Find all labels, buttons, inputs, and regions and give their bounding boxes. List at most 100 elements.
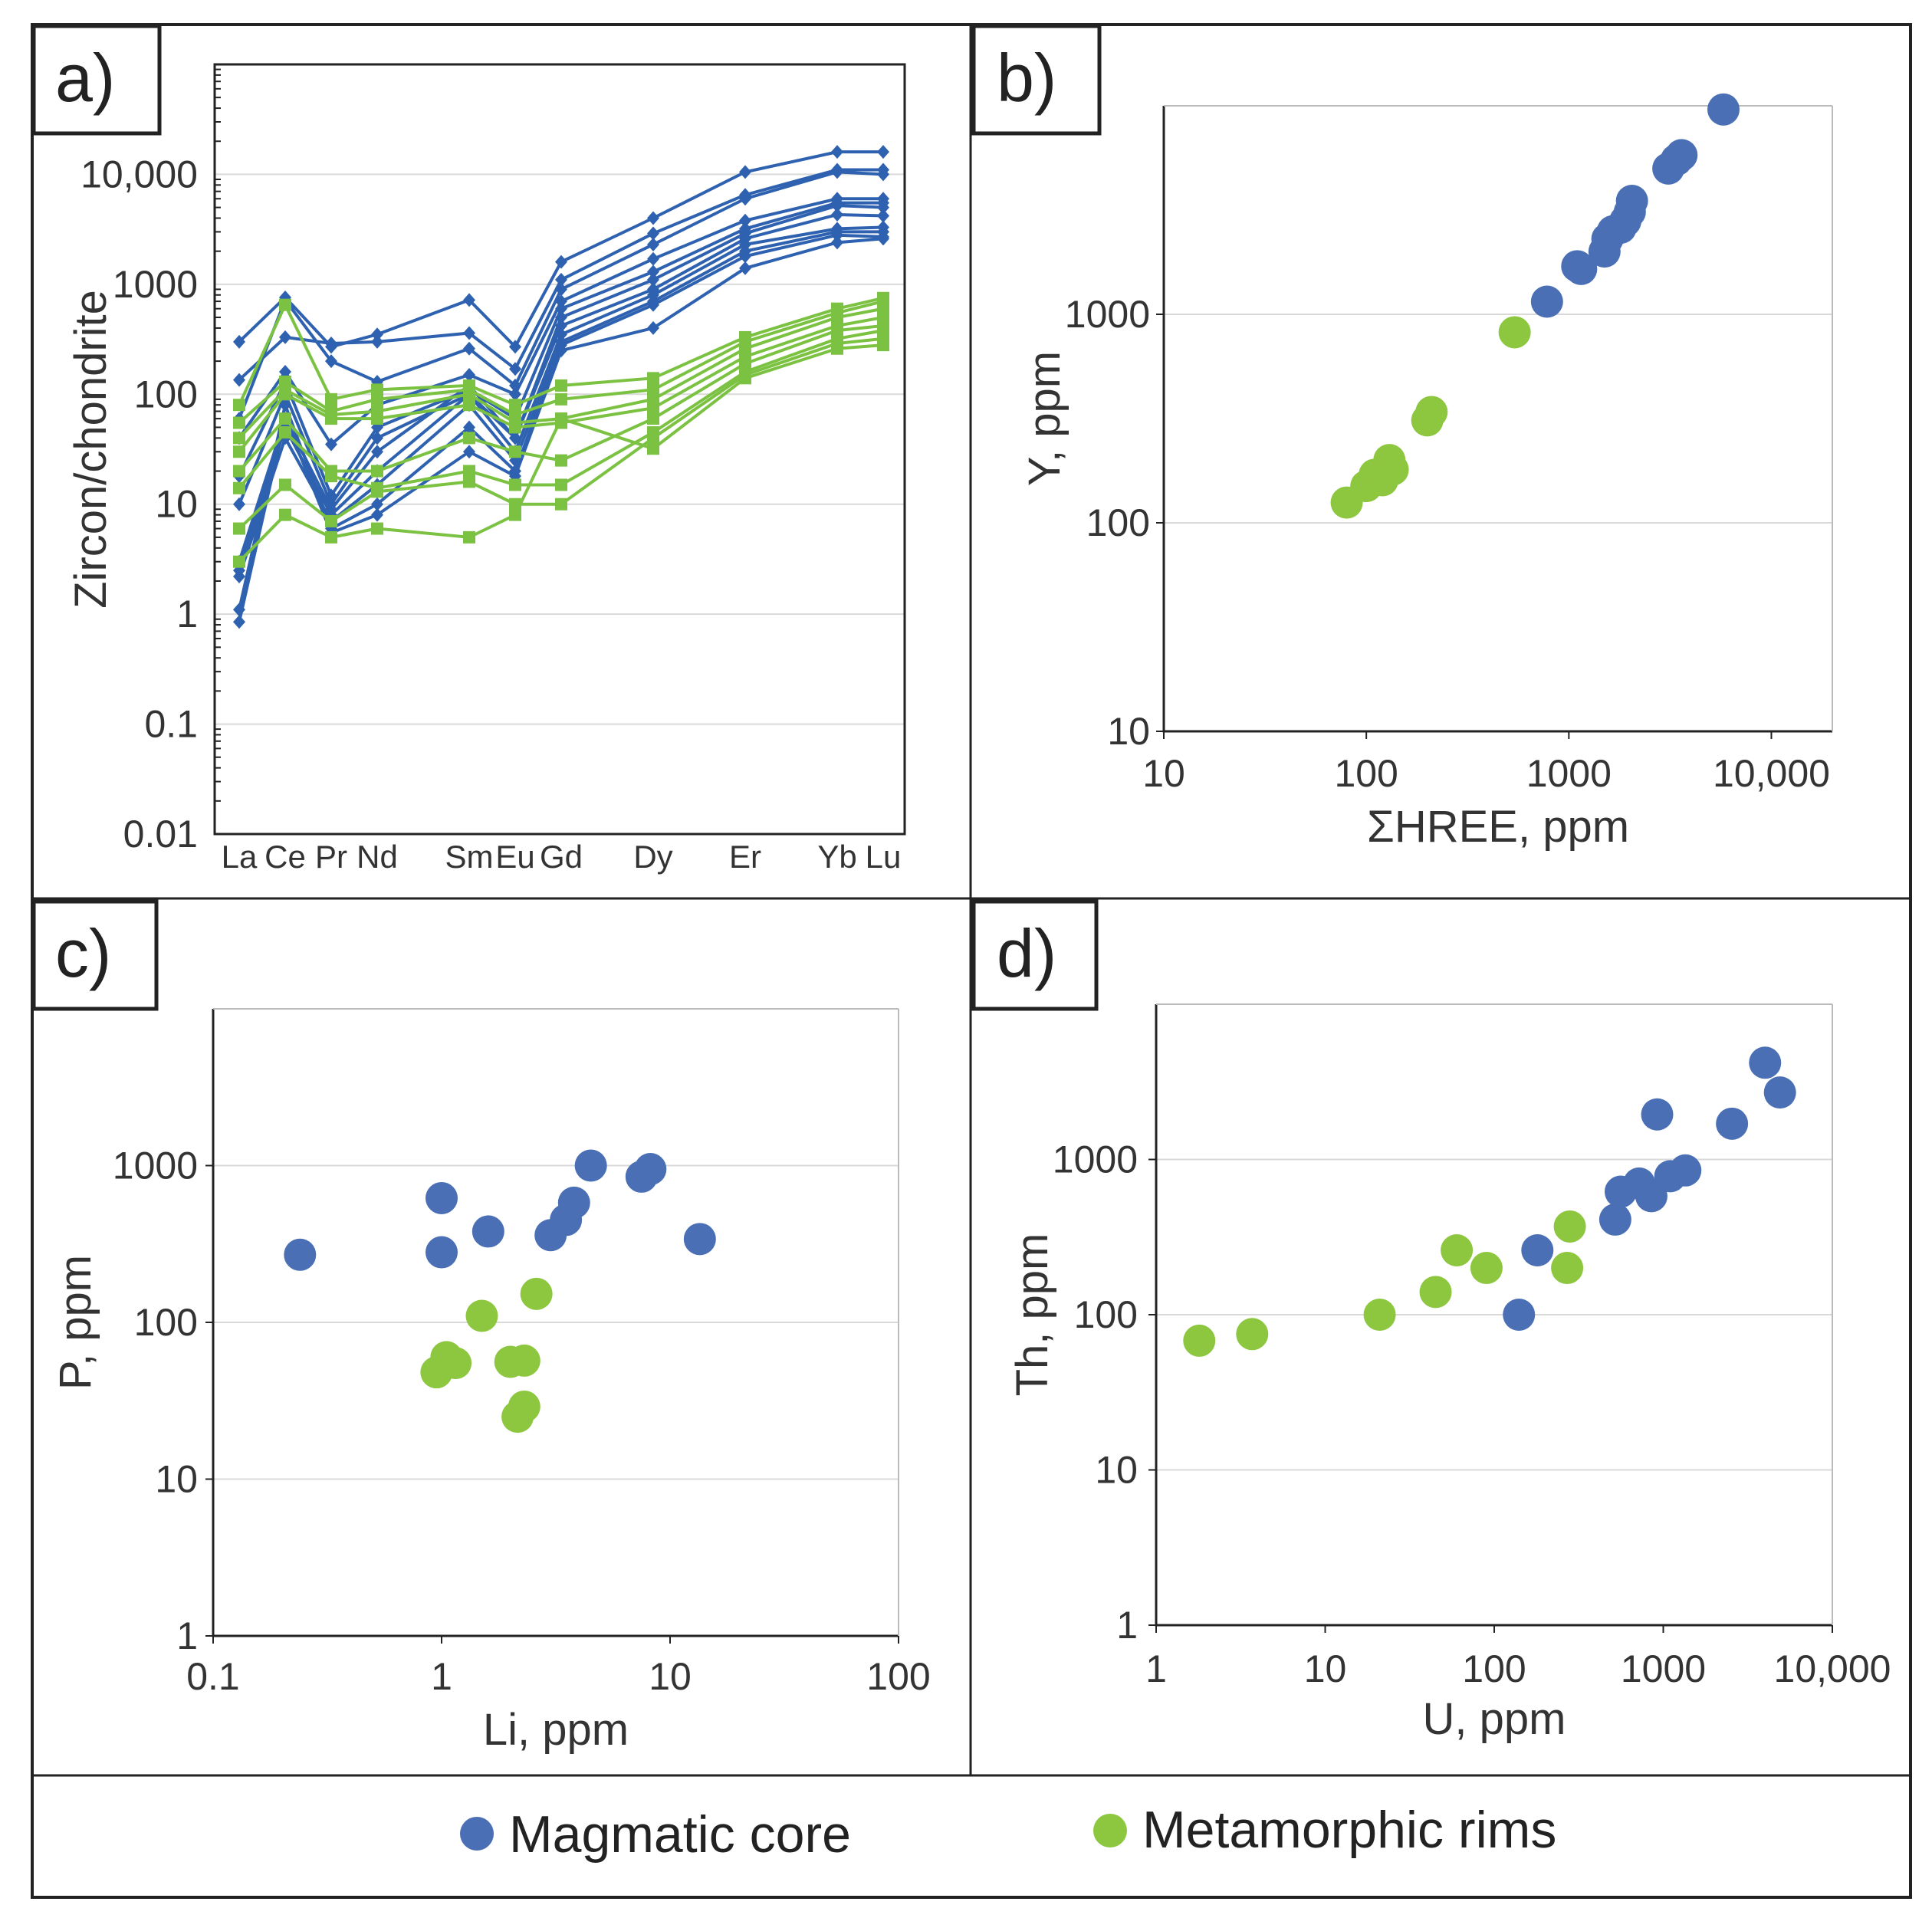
panel-d-point-metamorphic: [1441, 1233, 1474, 1266]
panel-a-point-metamorphic: [463, 388, 475, 401]
panel-c-point-metamorphic: [439, 1347, 472, 1380]
panel-a-point-metamorphic: [325, 514, 337, 527]
panel-c-ytick-label: 1000: [113, 1145, 198, 1187]
panel-d-point-magmatic: [1598, 1203, 1631, 1236]
panel-a-point-metamorphic: [509, 421, 521, 434]
panel-a-point-magmatic: [647, 237, 659, 251]
panel-b-xlabel: ΣHREE, ppm: [1367, 802, 1629, 852]
panel-d-point-magmatic: [1503, 1299, 1536, 1331]
panel-a-point-magmatic: [555, 310, 567, 325]
panel-d-point-metamorphic: [1236, 1318, 1269, 1351]
panel-c-point-magmatic: [472, 1215, 504, 1248]
panel-c-point-metamorphic: [465, 1299, 498, 1332]
panel-a-point-metamorphic: [371, 383, 383, 396]
panel-c-xtick-label: 100: [866, 1655, 930, 1698]
panel-a-point-metamorphic: [233, 399, 245, 412]
panel-a-ytick-label: 1000: [113, 263, 198, 306]
panel-b-xtick-label: 10,000: [1713, 752, 1830, 795]
panel-a-point-metamorphic: [233, 432, 245, 445]
panel-a-point-metamorphic: [555, 454, 567, 467]
panel-b: b) 10 100 1000 10 100 1000 10,000 ΣHREE, ppm Y, p…: [971, 24, 1833, 852]
panel-a-plot-frame: [213, 63, 906, 836]
panel-a-point-metamorphic: [509, 445, 521, 458]
panel-a-point-magmatic: [555, 318, 567, 333]
panel-d-point-metamorphic: [1553, 1210, 1586, 1243]
panel-d-ytick-label: 1: [1116, 1604, 1138, 1647]
panel-a-point-metamorphic: [509, 399, 521, 412]
panel-a-point-magmatic: [509, 387, 521, 402]
panel-a-xtick-label: La: [222, 839, 258, 875]
panel-a-point-magmatic: [555, 272, 567, 287]
panel-a-ytick-label: 10,000: [80, 153, 198, 195]
panel-a-point-metamorphic: [279, 478, 291, 491]
panel-d-point-magmatic: [1763, 1076, 1796, 1109]
panel-a-point-magmatic: [233, 334, 245, 349]
panel-a-point-magmatic: [233, 373, 245, 387]
panel-a-point-metamorphic: [279, 412, 291, 425]
panel-c-point-magmatic: [574, 1149, 607, 1182]
panel-a-point-metamorphic: [371, 485, 383, 498]
panel-c-point-metamorphic: [508, 1390, 540, 1423]
panel-a-point-magmatic: [647, 211, 659, 225]
panel-a-point-magmatic: [739, 249, 751, 264]
panel-a-point-magmatic: [463, 341, 475, 356]
panel-a-point-metamorphic: [647, 402, 659, 415]
panel-d-point-metamorphic: [1363, 1299, 1396, 1331]
panel-a-point-magmatic: [371, 431, 383, 445]
legend-magmatic-label: Magmatic core: [509, 1805, 851, 1864]
panel-a-point-metamorphic: [279, 298, 291, 311]
panel-d-label-box: [971, 899, 1099, 1011]
panel-a-point-magmatic: [371, 334, 383, 349]
panel-d-point-magmatic: [1635, 1180, 1668, 1213]
panel-a-point-metamorphic: [279, 388, 291, 401]
panel-a-point-metamorphic: [555, 392, 567, 406]
panel-a-point-magmatic: [877, 145, 889, 159]
panel-d-xtick-label: 10,000: [1774, 1647, 1891, 1690]
panel-d-point-metamorphic: [1183, 1324, 1216, 1357]
panel-a-point-metamorphic: [647, 383, 659, 396]
panel-a-point-magmatic: [279, 365, 291, 379]
panel-a-point-metamorphic: [233, 445, 245, 458]
panel-a-point-magmatic: [831, 235, 843, 250]
panel-a-xtick-label: Lu: [866, 839, 902, 875]
panel-a-point-magmatic: [371, 327, 383, 342]
panel-a-point-magmatic: [279, 330, 291, 344]
panel-a-point-magmatic: [509, 340, 521, 354]
panel-a-point-metamorphic: [233, 416, 245, 429]
panel-a-point-magmatic: [463, 326, 475, 340]
panel-a-point-magmatic: [463, 445, 475, 459]
panel-b-ytick-label: 1000: [1065, 293, 1150, 336]
panel-a-point-magmatic: [877, 200, 889, 215]
panel-a-point-metamorphic: [647, 432, 659, 445]
panel-d-point-metamorphic: [1419, 1276, 1452, 1309]
panel-a-point-magmatic: [371, 497, 383, 511]
panel-a-point-magmatic: [555, 343, 567, 358]
panel-c-point-metamorphic: [520, 1277, 553, 1310]
panel-a-point-magmatic: [647, 297, 659, 312]
panel-a-point-metamorphic: [509, 478, 521, 491]
panel-a-point-magmatic: [325, 354, 337, 369]
panel-a-point-magmatic: [831, 145, 843, 159]
panel-a-point-metamorphic: [739, 372, 751, 385]
panel-a-point-metamorphic: [325, 530, 337, 544]
panel-d-xtick-label: 1000: [1621, 1647, 1706, 1690]
panel-b-point-magmatic: [1530, 285, 1563, 318]
panel-a-point-magmatic: [647, 226, 659, 241]
panel-b-point-metamorphic: [1498, 316, 1531, 349]
panel-a-point-metamorphic: [371, 392, 383, 406]
panel-d-xtick-label: 1: [1145, 1647, 1167, 1690]
panel-a-ytick-label: 100: [134, 373, 198, 415]
panel-a-point-metamorphic: [371, 465, 383, 478]
panel-a-point-metamorphic: [371, 412, 383, 425]
panel-c-point-magmatic: [634, 1153, 667, 1186]
panel-d-axes: [1155, 1004, 1832, 1627]
panel-a-point-magmatic: [233, 497, 245, 511]
panel-c-label-box: [31, 899, 159, 1011]
panel-d-point-metamorphic: [1470, 1252, 1503, 1285]
panel-a-point-magmatic: [739, 192, 751, 206]
panel-a-ytick-label: 0.01: [123, 813, 198, 856]
legend-magmatic-marker: [460, 1817, 494, 1851]
panel-a-point-magmatic: [831, 199, 843, 213]
panel-a-point-metamorphic: [463, 399, 475, 412]
